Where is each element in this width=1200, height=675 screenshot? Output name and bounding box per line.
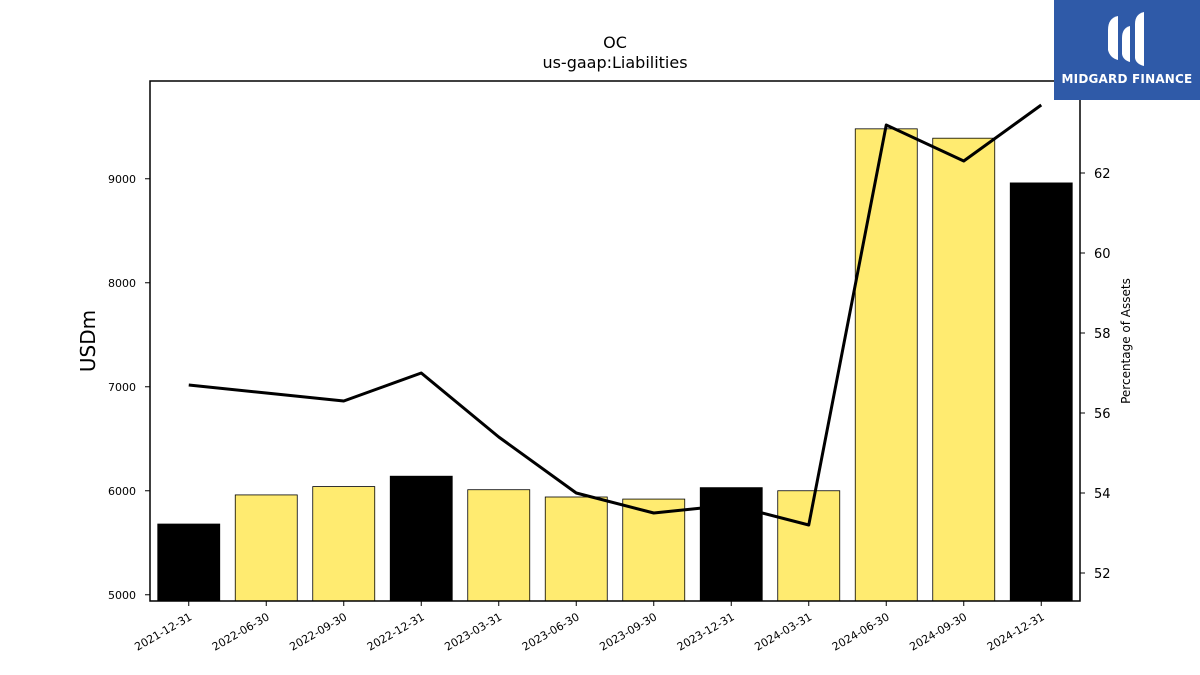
chart-subtitle: us-gaap:Liabilities bbox=[542, 53, 688, 72]
x-tick-label: 2022-06-30 bbox=[210, 610, 272, 653]
bar bbox=[777, 490, 841, 602]
x-tick-label: 2023-03-31 bbox=[442, 610, 504, 653]
x-tick-label: 2022-12-31 bbox=[365, 610, 427, 653]
x-tick-label: 2021-12-31 bbox=[132, 610, 194, 653]
y2-tick-label: 62 bbox=[1094, 167, 1111, 182]
y-tick-label: 8000 bbox=[108, 277, 136, 290]
x-tick-label: 2024-06-30 bbox=[830, 610, 892, 653]
x-tick-label: 2023-09-30 bbox=[597, 610, 659, 653]
y-tick-label: 5000 bbox=[108, 589, 136, 602]
chart-title: OC bbox=[603, 33, 627, 52]
midgard-m-logo-icon bbox=[1108, 12, 1144, 66]
percentage-line bbox=[188, 103, 1043, 527]
x-tick-label: 2024-09-30 bbox=[907, 610, 969, 653]
y-tick-label: 7000 bbox=[108, 381, 136, 394]
bar bbox=[622, 498, 686, 602]
y2-tick-label: 58 bbox=[1094, 327, 1111, 342]
plot-frame bbox=[149, 80, 1081, 602]
bar bbox=[1009, 182, 1073, 602]
logo-text: MIDGARD FINANCE bbox=[1061, 72, 1193, 86]
y-tick-label: 6000 bbox=[108, 485, 136, 498]
bar bbox=[854, 128, 918, 602]
bar bbox=[932, 137, 996, 602]
y2-tick-label: 56 bbox=[1094, 407, 1111, 422]
x-tick-label: 2022-09-30 bbox=[287, 610, 349, 653]
y2-tick-label: 60 bbox=[1094, 247, 1111, 262]
bar bbox=[157, 523, 221, 602]
y-axis-label: USDm bbox=[76, 310, 100, 372]
bar bbox=[389, 475, 453, 602]
x-tick-label: 2023-12-31 bbox=[675, 610, 737, 653]
x-tick-label: 2024-03-31 bbox=[752, 610, 814, 653]
bar bbox=[544, 496, 608, 602]
y-tick-label: 9000 bbox=[108, 173, 136, 186]
bar bbox=[234, 494, 298, 602]
bar bbox=[312, 486, 376, 602]
y2-tick-label: 54 bbox=[1094, 487, 1111, 502]
y2-tick-label: 52 bbox=[1094, 567, 1111, 582]
x-tick-label: 2023-06-30 bbox=[520, 610, 582, 653]
x-tick-label: 2024-12-31 bbox=[985, 610, 1047, 653]
midgard-finance-logo: MIDGARD FINANCE bbox=[1054, 0, 1200, 100]
y2-axis-label: Percentage of Assets bbox=[1119, 278, 1133, 404]
bar bbox=[467, 489, 531, 602]
